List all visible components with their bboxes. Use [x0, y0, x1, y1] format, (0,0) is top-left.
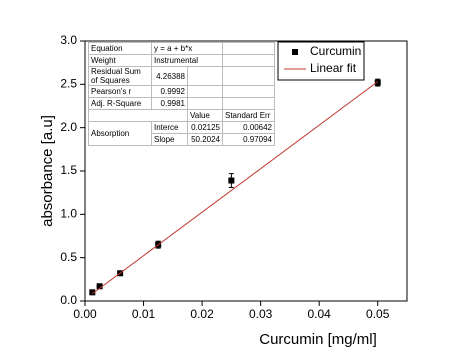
- table-cell: [222, 54, 275, 67]
- table-cell: [222, 66, 275, 86]
- table-cell: [88, 109, 188, 122]
- row-label: Pearson's r: [88, 85, 152, 98]
- param-value: 0.02125: [187, 121, 223, 134]
- row-label: Adj. R-Square: [88, 97, 152, 110]
- column-header: Standard Err: [222, 109, 275, 122]
- fit-line: [92, 81, 379, 295]
- y-axis-title: absorbance [a.u]: [39, 115, 56, 227]
- table-row: Slope 50.2024 0.97094: [89, 133, 275, 146]
- x-tick-label: 0.02: [190, 307, 214, 321]
- param-value: 50.2024: [187, 133, 223, 146]
- table-row: Value Standard Err: [88, 109, 275, 122]
- row-label: Equation: [88, 42, 152, 55]
- y-tick-label: 1.5: [60, 163, 77, 177]
- x-tick-label: 0.03: [249, 307, 273, 321]
- x-axis-title: Curcumin [mg/ml]: [259, 331, 377, 348]
- group-label: Absorption: [88, 121, 152, 146]
- legend-label: Linear fit: [310, 61, 357, 75]
- legend-swatch: [292, 49, 298, 55]
- table-row: Equation y = a + b*x: [88, 42, 275, 55]
- column-header: Value: [187, 109, 223, 122]
- data-point: [374, 79, 381, 86]
- row-value: Instrumental: [151, 54, 223, 67]
- table-row: Pearson's r 0.9992: [88, 85, 275, 98]
- table-row: Weight Instrumental: [88, 54, 275, 67]
- table-cell: [222, 97, 275, 110]
- y-tick-label: 2.5: [60, 77, 77, 91]
- row-label: Residual Sum of Squares: [88, 66, 152, 86]
- data-point: [228, 177, 235, 184]
- y-tick-label: 0.0: [60, 293, 77, 307]
- fit-table: Equation y = a + b*x Weight Instrumental Res…: [88, 42, 275, 146]
- param-label: Interce: [151, 121, 188, 134]
- y-tick-label: 0.5: [60, 250, 77, 264]
- legend-box: [277, 41, 365, 81]
- table-row: Residual Sum of Squares 4.26388: [88, 66, 275, 86]
- table-cell: [187, 97, 223, 110]
- param-value: 0.00642: [222, 121, 275, 134]
- row-value: 0.9992: [151, 85, 188, 98]
- data-point: [96, 283, 103, 290]
- x-tick-label: 0.04: [308, 307, 332, 321]
- row-label: Weight: [88, 54, 152, 67]
- table-cell: [222, 42, 275, 55]
- data-point: [89, 289, 96, 296]
- table-cell: [187, 85, 223, 98]
- table-row: Adj. R-Square 0.9981: [88, 97, 275, 110]
- y-tick-label: 1.0: [60, 207, 77, 221]
- table-cell: [187, 66, 223, 86]
- row-value: 4.26388: [151, 66, 188, 86]
- x-tick-label: 0.01: [132, 307, 156, 321]
- legend-label: Curcumin: [310, 44, 361, 58]
- x-tick-label: 0.05: [366, 307, 390, 321]
- table-cell: [222, 85, 275, 98]
- y-tick-label: 3.0: [60, 33, 77, 47]
- param-value: 0.97094: [222, 133, 275, 146]
- y-tick-label: 2.0: [60, 120, 77, 134]
- x-tick-label: 0.00: [73, 307, 97, 321]
- row-value: y = a + b*x: [151, 42, 223, 55]
- table-row: Absorption Interce 0.02125 0.00642: [88, 121, 275, 146]
- param-label: Slope: [151, 133, 188, 146]
- row-value: 0.9981: [151, 97, 188, 110]
